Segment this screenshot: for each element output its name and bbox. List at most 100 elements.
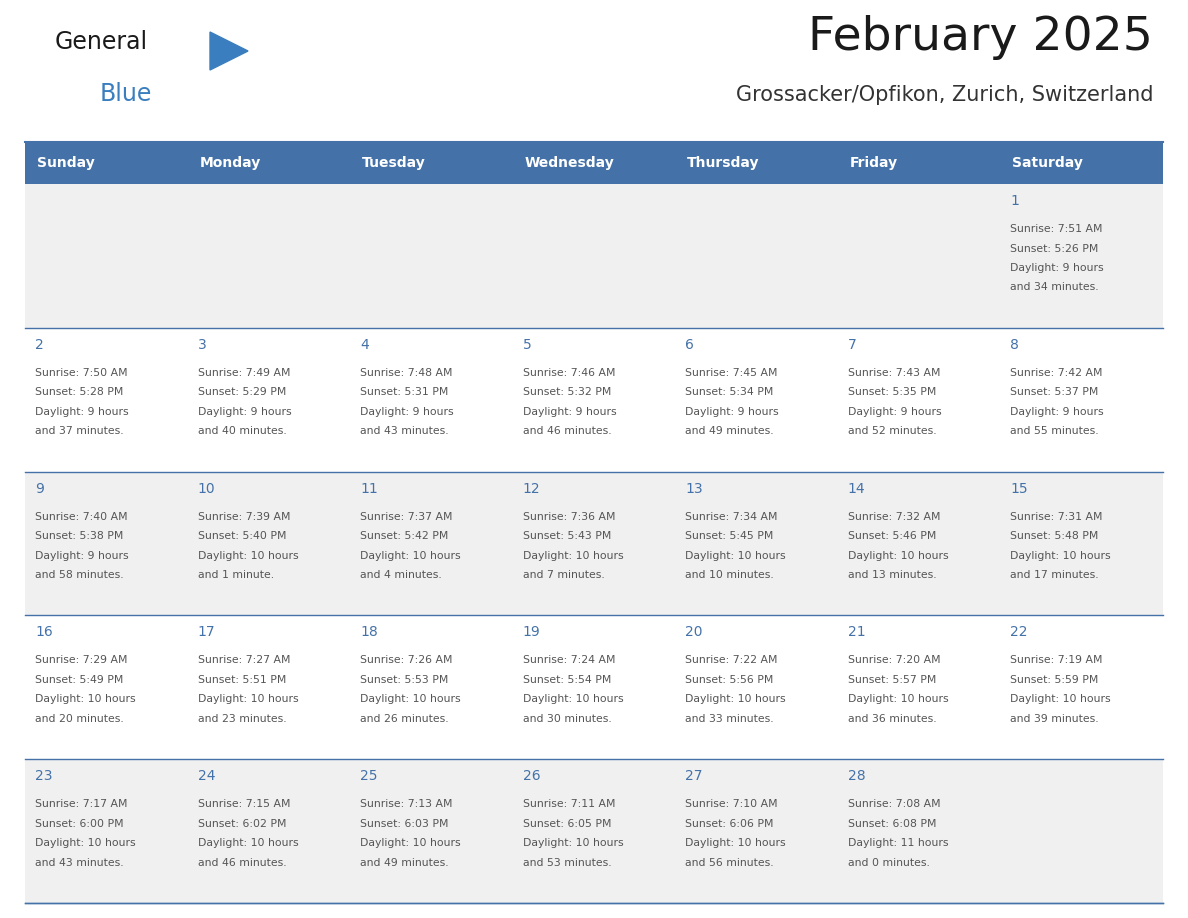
Text: Sunset: 5:59 PM: Sunset: 5:59 PM xyxy=(1011,675,1099,685)
Text: and 55 minutes.: and 55 minutes. xyxy=(1011,426,1099,436)
Text: 4: 4 xyxy=(360,338,369,352)
Text: and 39 minutes.: and 39 minutes. xyxy=(1011,714,1099,724)
Text: Daylight: 10 hours: Daylight: 10 hours xyxy=(848,694,948,704)
Text: Daylight: 9 hours: Daylight: 9 hours xyxy=(1011,407,1104,417)
Text: Sunset: 5:45 PM: Sunset: 5:45 PM xyxy=(685,532,773,541)
Bar xyxy=(513,184,675,328)
Text: Sunset: 5:42 PM: Sunset: 5:42 PM xyxy=(360,532,449,541)
Bar xyxy=(838,759,1000,903)
Text: and 1 minute.: and 1 minute. xyxy=(197,570,273,580)
Text: and 7 minutes.: and 7 minutes. xyxy=(523,570,605,580)
Text: Daylight: 10 hours: Daylight: 10 hours xyxy=(848,551,948,561)
Text: Sunrise: 7:40 AM: Sunrise: 7:40 AM xyxy=(34,511,127,521)
Text: Daylight: 10 hours: Daylight: 10 hours xyxy=(34,838,135,848)
Text: and 58 minutes.: and 58 minutes. xyxy=(34,570,124,580)
Bar xyxy=(188,142,350,184)
Text: Sunset: 5:54 PM: Sunset: 5:54 PM xyxy=(523,675,611,685)
Bar xyxy=(350,615,513,759)
Text: 11: 11 xyxy=(360,482,378,496)
Bar xyxy=(350,472,513,615)
Text: and 53 minutes.: and 53 minutes. xyxy=(523,857,612,868)
Bar xyxy=(675,328,838,472)
Text: and 46 minutes.: and 46 minutes. xyxy=(197,857,286,868)
Text: Daylight: 10 hours: Daylight: 10 hours xyxy=(523,694,624,704)
Text: 7: 7 xyxy=(848,338,857,352)
Text: and 17 minutes.: and 17 minutes. xyxy=(1011,570,1099,580)
Bar xyxy=(25,615,188,759)
Text: Sunset: 6:05 PM: Sunset: 6:05 PM xyxy=(523,819,611,829)
Text: Daylight: 10 hours: Daylight: 10 hours xyxy=(685,551,786,561)
Text: Tuesday: Tuesday xyxy=(362,156,425,170)
Text: Sunrise: 7:37 AM: Sunrise: 7:37 AM xyxy=(360,511,453,521)
Text: Sunset: 5:38 PM: Sunset: 5:38 PM xyxy=(34,532,124,541)
Text: Sunrise: 7:46 AM: Sunrise: 7:46 AM xyxy=(523,368,615,378)
Text: 25: 25 xyxy=(360,769,378,783)
Text: Sunrise: 7:51 AM: Sunrise: 7:51 AM xyxy=(1011,224,1102,234)
Text: Sunrise: 7:20 AM: Sunrise: 7:20 AM xyxy=(848,655,941,666)
Text: Daylight: 11 hours: Daylight: 11 hours xyxy=(848,838,948,848)
Text: Daylight: 10 hours: Daylight: 10 hours xyxy=(360,694,461,704)
Text: and 36 minutes.: and 36 minutes. xyxy=(848,714,936,724)
Text: 24: 24 xyxy=(197,769,215,783)
Text: Monday: Monday xyxy=(200,156,261,170)
Text: and 26 minutes.: and 26 minutes. xyxy=(360,714,449,724)
Text: 19: 19 xyxy=(523,625,541,640)
Text: and 46 minutes.: and 46 minutes. xyxy=(523,426,612,436)
Text: 17: 17 xyxy=(197,625,215,640)
Text: Daylight: 10 hours: Daylight: 10 hours xyxy=(523,551,624,561)
Bar xyxy=(513,328,675,472)
Text: and 33 minutes.: and 33 minutes. xyxy=(685,714,773,724)
Text: Sunset: 5:26 PM: Sunset: 5:26 PM xyxy=(1011,243,1099,253)
Text: Sunset: 5:40 PM: Sunset: 5:40 PM xyxy=(197,532,286,541)
Bar xyxy=(675,142,838,184)
Bar xyxy=(188,472,350,615)
Text: 16: 16 xyxy=(34,625,52,640)
Text: and 56 minutes.: and 56 minutes. xyxy=(685,857,773,868)
Text: Sunrise: 7:26 AM: Sunrise: 7:26 AM xyxy=(360,655,453,666)
Text: and 49 minutes.: and 49 minutes. xyxy=(685,426,773,436)
Text: 22: 22 xyxy=(1011,625,1028,640)
Bar xyxy=(350,184,513,328)
Bar xyxy=(513,142,675,184)
Text: Daylight: 10 hours: Daylight: 10 hours xyxy=(197,551,298,561)
Text: 12: 12 xyxy=(523,482,541,496)
Bar xyxy=(513,615,675,759)
Bar xyxy=(513,472,675,615)
Text: Sunrise: 7:19 AM: Sunrise: 7:19 AM xyxy=(1011,655,1102,666)
Bar xyxy=(350,759,513,903)
Text: 26: 26 xyxy=(523,769,541,783)
Bar xyxy=(1000,142,1163,184)
Text: Daylight: 10 hours: Daylight: 10 hours xyxy=(360,551,461,561)
Text: Sunrise: 7:24 AM: Sunrise: 7:24 AM xyxy=(523,655,615,666)
Text: Sunset: 5:37 PM: Sunset: 5:37 PM xyxy=(1011,387,1099,397)
Text: Sunrise: 7:43 AM: Sunrise: 7:43 AM xyxy=(848,368,941,378)
Bar xyxy=(25,328,188,472)
Text: Sunrise: 7:15 AM: Sunrise: 7:15 AM xyxy=(197,800,290,809)
Text: Blue: Blue xyxy=(100,82,152,106)
Text: Daylight: 10 hours: Daylight: 10 hours xyxy=(1011,551,1111,561)
Text: Sunset: 5:53 PM: Sunset: 5:53 PM xyxy=(360,675,449,685)
Text: Daylight: 10 hours: Daylight: 10 hours xyxy=(1011,694,1111,704)
Text: and 4 minutes.: and 4 minutes. xyxy=(360,570,442,580)
Text: General: General xyxy=(55,30,148,54)
Text: Wednesday: Wednesday xyxy=(525,156,614,170)
Text: Daylight: 10 hours: Daylight: 10 hours xyxy=(34,694,135,704)
Text: Daylight: 10 hours: Daylight: 10 hours xyxy=(685,694,786,704)
Text: Sunset: 5:43 PM: Sunset: 5:43 PM xyxy=(523,532,611,541)
Text: 20: 20 xyxy=(685,625,703,640)
Text: Sunset: 5:56 PM: Sunset: 5:56 PM xyxy=(685,675,773,685)
Text: 1: 1 xyxy=(1011,194,1019,208)
Text: Sunset: 6:00 PM: Sunset: 6:00 PM xyxy=(34,819,124,829)
Text: Sunrise: 7:36 AM: Sunrise: 7:36 AM xyxy=(523,511,615,521)
Text: Daylight: 9 hours: Daylight: 9 hours xyxy=(1011,263,1104,273)
Text: 3: 3 xyxy=(197,338,207,352)
Text: Sunday: Sunday xyxy=(37,156,95,170)
Text: Sunrise: 7:10 AM: Sunrise: 7:10 AM xyxy=(685,800,778,809)
Bar xyxy=(838,472,1000,615)
Text: 18: 18 xyxy=(360,625,378,640)
Text: and 20 minutes.: and 20 minutes. xyxy=(34,714,124,724)
Text: 5: 5 xyxy=(523,338,531,352)
Bar xyxy=(675,472,838,615)
Bar xyxy=(1000,615,1163,759)
Text: and 13 minutes.: and 13 minutes. xyxy=(848,570,936,580)
